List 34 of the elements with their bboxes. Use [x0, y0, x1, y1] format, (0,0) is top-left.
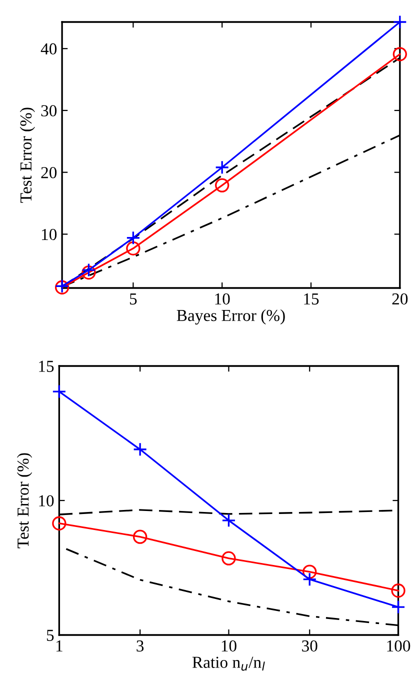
y-tick-label: 10: [39, 495, 54, 506]
point: [391, 584, 406, 598]
x-tick-label: 3: [136, 640, 144, 652]
point: [222, 513, 236, 528]
x-axis-title: Bayes Error (%): [176, 309, 285, 325]
x-tick-label: 10: [215, 293, 230, 305]
y-tick-label: 30: [41, 105, 57, 116]
y-tick-label: 40: [40, 43, 57, 55]
y-tick-label: 20: [41, 167, 57, 178]
point: [82, 265, 96, 280]
x-tick-label: 30: [302, 640, 318, 652]
point: [52, 384, 66, 399]
point: [215, 178, 230, 192]
point: [52, 516, 66, 530]
y-axis-title: Test Error (%): [20, 108, 35, 203]
point: [82, 262, 96, 278]
x-tick-label: 1: [56, 640, 62, 652]
y-tick-label: 10: [42, 228, 57, 240]
point: [392, 47, 407, 62]
x-tick-label: 100: [387, 640, 410, 652]
point: [392, 14, 407, 30]
point: [391, 600, 406, 614]
x-axis-title: Ratio n$_{u}$/n$_{l}$: [192, 656, 265, 671]
y-axis-title: Test Error (%): [16, 453, 32, 548]
x-tick-label: 5: [130, 294, 137, 305]
x-tick-label: 20: [392, 293, 408, 305]
x-tick-label: 10: [222, 640, 236, 652]
point: [126, 230, 140, 245]
point: [222, 551, 236, 566]
y-tick-label: 5: [46, 630, 54, 641]
point: [126, 241, 140, 256]
point: [215, 160, 230, 174]
x-tick-label: 15: [304, 293, 319, 305]
y-tick-label: 15: [39, 360, 54, 372]
